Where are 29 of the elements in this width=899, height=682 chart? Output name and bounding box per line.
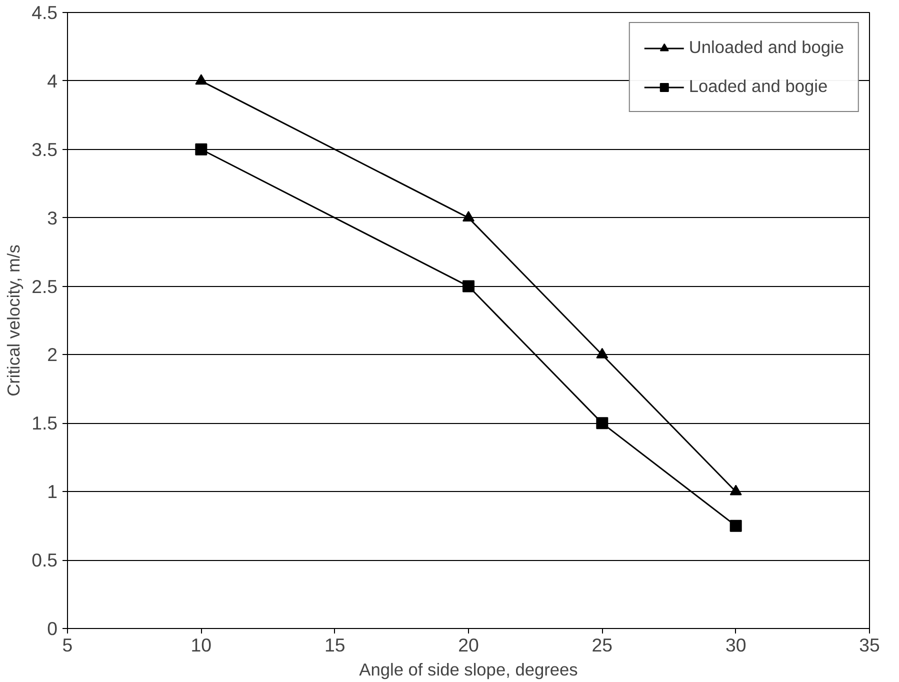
x-tick-label: 20 — [458, 634, 479, 656]
point — [596, 417, 608, 430]
y-tick-label: 2 — [47, 344, 58, 366]
y-tick-label: 3 — [47, 207, 58, 228]
x-tick-label: 5 — [62, 634, 73, 656]
y-axis-title: Critical velocity, m/s — [4, 244, 24, 396]
x-tick-label: 35 — [859, 634, 880, 656]
y-tick-label: 1 — [47, 481, 58, 502]
point — [730, 520, 742, 532]
x-axis-title: Angle of side slope, degrees — [359, 660, 578, 680]
legend-label: Loaded and bogie — [688, 76, 828, 97]
x-tick-label: 25 — [592, 634, 613, 656]
point — [462, 210, 474, 222]
x-tick-label: 15 — [324, 634, 346, 656]
x-tick-label: 10 — [190, 634, 212, 656]
y-tick-label: 0 — [47, 618, 58, 639]
point — [730, 484, 742, 496]
y-tick-label: 2.5 — [32, 276, 58, 297]
y-tick-label: 0.5 — [32, 550, 58, 571]
x-tick-label: 30 — [725, 634, 746, 656]
point — [195, 74, 208, 85]
y-tick-label: 4.5 — [32, 2, 58, 23]
point — [462, 280, 474, 292]
y-tick-label: 1.5 — [32, 412, 58, 434]
y-tick-label: 4 — [47, 70, 58, 92]
point — [195, 143, 208, 156]
legend-label: Unloaded and bogie — [688, 37, 844, 58]
point — [596, 348, 608, 358]
y-tick-label: 3.5 — [32, 138, 58, 160]
